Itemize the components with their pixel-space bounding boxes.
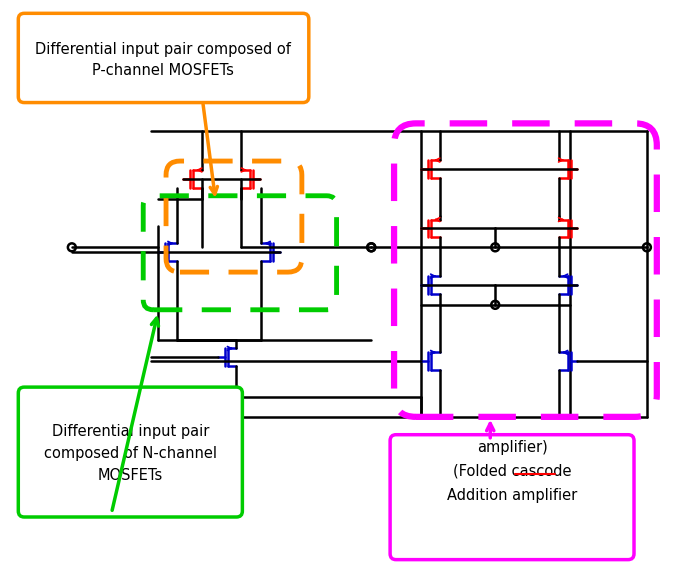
Text: Addition amplifier: Addition amplifier	[447, 488, 577, 503]
Text: Differential input pair composed of
P-channel MOSFETs: Differential input pair composed of P-ch…	[35, 42, 291, 78]
Text: Differential input pair
composed of N-channel
MOSFETs: Differential input pair composed of N-ch…	[44, 424, 217, 483]
Text: (Folded cascode: (Folded cascode	[453, 464, 572, 479]
FancyBboxPatch shape	[18, 387, 242, 517]
FancyBboxPatch shape	[390, 435, 634, 559]
FancyBboxPatch shape	[18, 13, 309, 103]
Text: amplifier): amplifier)	[477, 440, 548, 455]
